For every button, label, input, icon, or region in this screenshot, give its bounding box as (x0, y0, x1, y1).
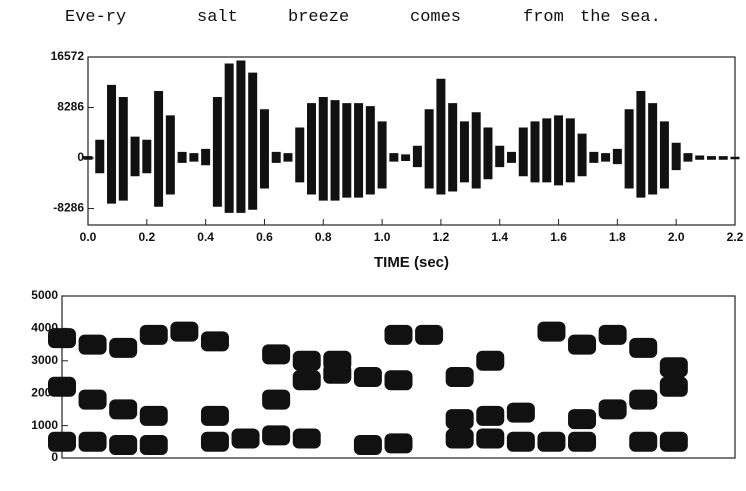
y-tick-label: 0 (77, 150, 84, 164)
formant-energy (537, 431, 566, 452)
formant-energy (78, 389, 107, 410)
x-tick-label: 0.8 (315, 230, 332, 244)
formant-energy (139, 435, 168, 456)
formant-energy (200, 431, 229, 452)
formant-energy (629, 337, 658, 358)
y-tick-label: 3000 (31, 353, 58, 367)
x-tick-label: 1.8 (609, 230, 626, 244)
formant-energy (48, 431, 76, 452)
x-tick-label: 1.6 (550, 230, 567, 244)
formant-energy (659, 376, 688, 397)
formant-energy (537, 321, 566, 342)
formant-energy (292, 350, 321, 371)
formant-energy (445, 409, 474, 430)
formant-energy (200, 405, 229, 426)
y-tick-label: 8286 (57, 100, 84, 114)
formant-energy (384, 324, 413, 345)
formant-energy (476, 405, 505, 426)
formant-energy (262, 425, 291, 446)
formant-energy (476, 350, 505, 371)
y-tick-label: 1000 (31, 418, 58, 432)
x-tick-label: 1.4 (491, 230, 508, 244)
formant-energy (568, 334, 597, 355)
x-tick-label: 0.6 (256, 230, 273, 244)
formant-energy (659, 431, 688, 452)
formant-energy (109, 435, 138, 456)
formant-energy (598, 399, 627, 420)
formant-energy (200, 331, 229, 352)
formant-energy (506, 431, 535, 452)
formant-energy (353, 367, 382, 387)
formant-energy (323, 350, 352, 371)
formant-energy (415, 324, 444, 345)
formant-energy (659, 357, 688, 378)
formant-energy (629, 431, 658, 452)
x-axis-title: TIME (sec) (374, 254, 449, 271)
word: salt (197, 8, 238, 27)
formant-energy (139, 405, 168, 426)
formant-energy (78, 431, 107, 452)
formant-energy (476, 428, 505, 449)
formant-energy (384, 370, 413, 391)
x-tick-label: 1.2 (433, 230, 450, 244)
word: the (580, 8, 611, 27)
formant-energy (353, 435, 382, 456)
x-tick-label: 1.0 (374, 230, 391, 244)
x-tick-label: 0.4 (197, 230, 214, 244)
formant-energy (292, 428, 321, 449)
formant-energy (568, 431, 597, 452)
y-tick-label: 0 (51, 450, 58, 464)
word: Eve-ry (65, 8, 127, 27)
formant-energy (231, 428, 260, 449)
word: breeze (288, 8, 350, 27)
x-tick-label: 0.0 (80, 230, 97, 244)
formant-energy (262, 344, 291, 365)
plot-frame (87, 56, 736, 226)
formant-energy (170, 321, 199, 342)
formant-energy (445, 367, 474, 387)
formant-energy (109, 337, 138, 358)
y-tick-label: 5000 (31, 288, 58, 302)
formant-energy (292, 370, 321, 391)
formant-energy (48, 328, 76, 349)
formant-energy (445, 428, 474, 449)
formant-energy (384, 433, 413, 454)
formant-energy (262, 389, 291, 410)
y-tick-label: 16572 (51, 49, 85, 63)
formant-energy (78, 334, 107, 355)
x-tick-label: 0.2 (138, 230, 155, 244)
formant-energy (506, 402, 535, 423)
formant-energy (109, 399, 138, 420)
word: comes (410, 8, 462, 27)
formant-energy (568, 409, 597, 430)
formant-energy (48, 376, 76, 397)
x-tick-label: 2.0 (668, 230, 685, 244)
formant-energy (598, 324, 627, 345)
word: sea. (620, 8, 661, 27)
x-tick-label: 2.2 (727, 230, 744, 244)
formant-energy (629, 389, 658, 410)
y-tick-label: -8286 (53, 201, 84, 215)
formant-energy (139, 324, 168, 345)
word: from (523, 8, 564, 27)
